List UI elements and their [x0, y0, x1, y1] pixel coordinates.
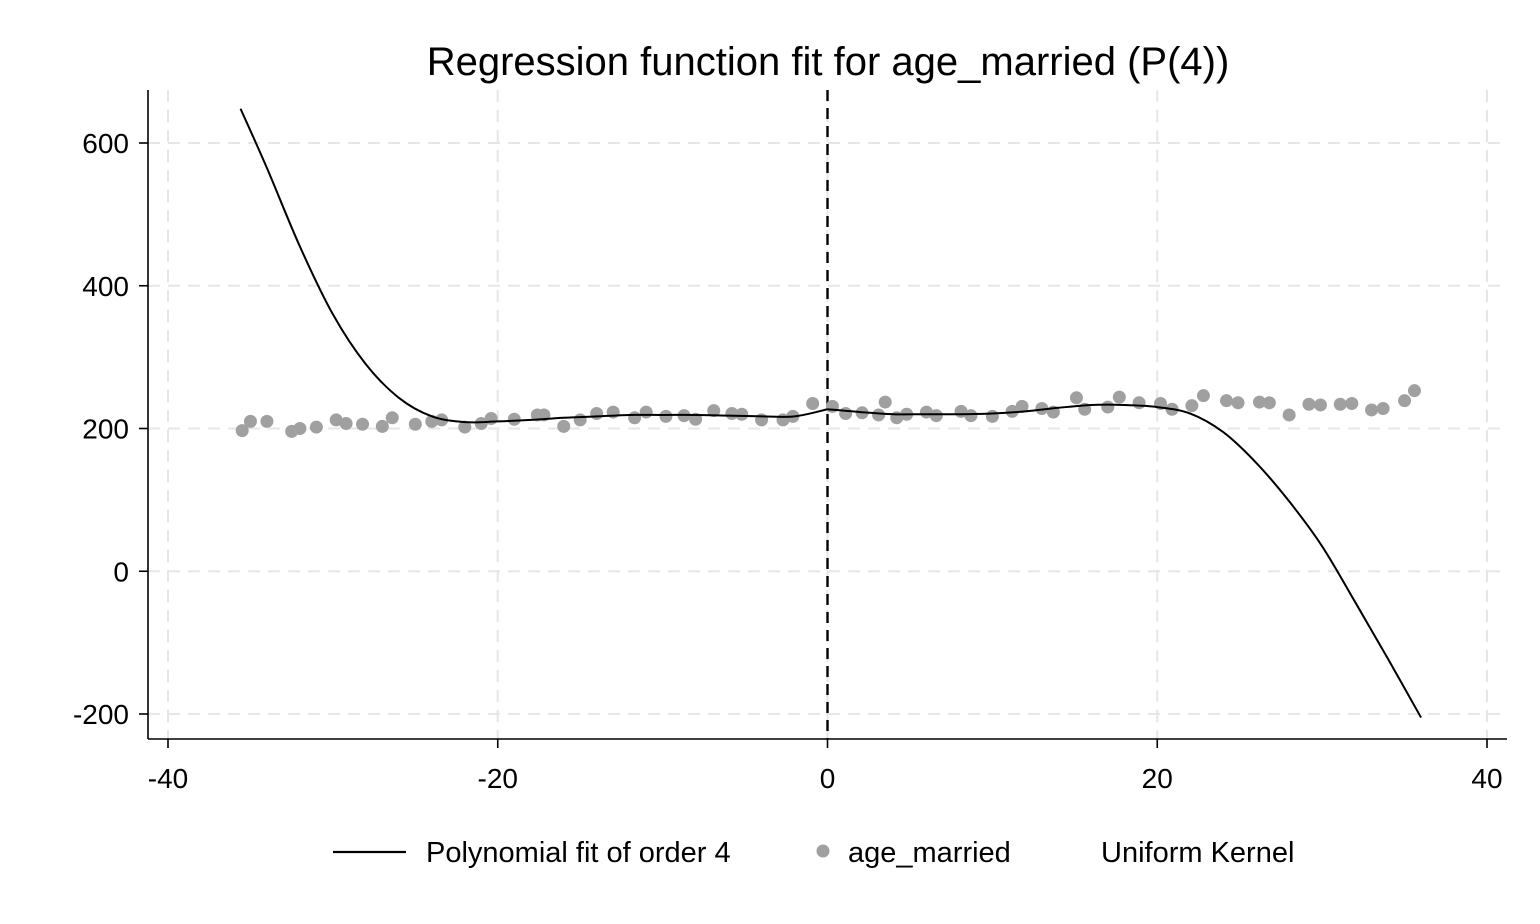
scatter-point [1407, 384, 1421, 398]
scatter-point [878, 395, 892, 409]
x-tick-label: -20 [478, 763, 518, 794]
scatter-point [235, 424, 249, 438]
scatter-point [985, 409, 999, 423]
fit-curve-right [827, 403, 1422, 719]
scatter-point [356, 417, 370, 431]
scatter-point [872, 408, 886, 422]
scatter-point [1015, 399, 1029, 413]
scatter-point [1282, 408, 1296, 422]
fit-curve-left [239, 108, 828, 424]
scatter-point [1112, 390, 1126, 404]
scatter-point [309, 420, 323, 434]
scatter-point [458, 420, 472, 434]
x-tick-label: 20 [1142, 763, 1173, 794]
scatter-point [919, 405, 933, 419]
polynomial-fit-series [239, 108, 1422, 719]
y-axis-ticks: -200 0 200 400 600 [73, 128, 148, 730]
scatter-point [707, 404, 721, 418]
scatter-point [1185, 399, 1199, 413]
scatter-point [1302, 397, 1316, 411]
scatter-point [557, 419, 571, 433]
scatter-point [329, 413, 343, 427]
scatter-point [639, 405, 653, 419]
scatter-point [590, 407, 604, 421]
scatter-point [659, 409, 673, 423]
scatter-point [1069, 391, 1083, 405]
scatter-point [1005, 404, 1019, 418]
scatter-point [1333, 397, 1347, 411]
scatter-point [1035, 402, 1049, 416]
scatter-point [260, 414, 274, 428]
scatter-point [507, 412, 521, 426]
scatter-point [1313, 398, 1327, 412]
legend-kernel-label: Uniform Kernel [1101, 837, 1294, 869]
chart-title: Regression function fit for age_married … [427, 40, 1230, 84]
scatter-point [408, 417, 422, 431]
scatter-series [235, 384, 1421, 438]
y-tick-label: 0 [113, 556, 129, 587]
scatter-point [385, 411, 399, 425]
x-tick-label: -40 [148, 763, 188, 794]
scatter-point [1132, 396, 1146, 410]
scatter-point [573, 413, 587, 427]
scatter-point [1231, 396, 1245, 410]
legend-scatter-swatch [816, 844, 830, 858]
y-tick-label: 200 [82, 414, 129, 445]
scatter-point [1376, 402, 1390, 416]
scatter-point [1262, 396, 1276, 410]
scatter-point [964, 409, 978, 423]
scatter-point [1196, 389, 1210, 403]
scatter-point [1365, 403, 1379, 417]
scatter-point [628, 411, 642, 425]
legend-scatter-label: age_married [848, 837, 1011, 869]
scatter-point [474, 417, 488, 431]
scatter-point [1252, 395, 1266, 409]
y-tick-label: 400 [82, 271, 129, 302]
scatter-point [1219, 394, 1233, 408]
scatter-point [293, 422, 307, 435]
scatter-point [929, 409, 943, 423]
legend: Polynomial fit of order 4 age_married Un… [333, 837, 1294, 869]
scatter-point [839, 407, 853, 421]
x-tick-label: 40 [1471, 763, 1502, 794]
scatter-point [735, 407, 749, 421]
y-tick-label: -200 [73, 699, 129, 730]
scatter-point [1345, 397, 1359, 411]
scatter-point [339, 417, 353, 431]
scatter-point [806, 397, 820, 411]
scatter-point [484, 412, 498, 426]
scatter-point [243, 414, 257, 428]
scatter-point [1101, 400, 1115, 414]
legend-fit-label: Polynomial fit of order 4 [426, 837, 731, 869]
x-tick-label: 0 [820, 763, 836, 794]
scatter-point [375, 419, 389, 433]
scatter-point [1398, 394, 1412, 408]
x-axis-ticks: -40 -20 0 20 40 [148, 739, 1503, 794]
y-tick-label: 600 [82, 128, 129, 159]
